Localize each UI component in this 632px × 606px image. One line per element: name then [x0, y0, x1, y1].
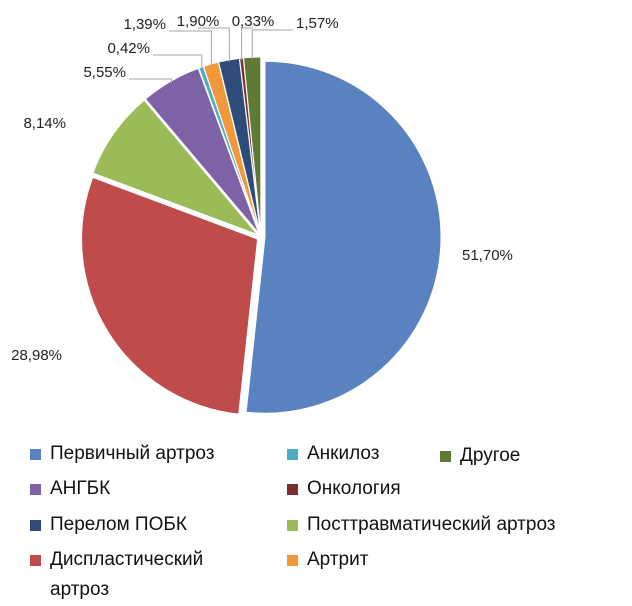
legend-item-posttraumatic-arthrosis: Посттравматический артроз — [287, 510, 556, 540]
pie-slice — [144, 67, 260, 234]
data-label: 1,90% — [177, 13, 220, 30]
legend-label: Посттравматический артроз — [307, 514, 556, 535]
legend-item-ankylosis: Анкилоз — [287, 439, 379, 469]
leader-line — [169, 30, 212, 67]
pie-slices — [81, 56, 442, 415]
legend-label: АНГБК — [50, 478, 111, 499]
legend-swatch — [287, 449, 298, 460]
legend-label: Первичный артроз — [50, 443, 215, 464]
leader-line — [129, 78, 172, 84]
data-label: 51,70% — [462, 247, 513, 264]
legend-label: Перелом ПОБК — [50, 514, 187, 535]
data-label: 0,42% — [107, 40, 150, 57]
leader-lines — [129, 27, 293, 84]
legend-item-dysplastic-arthrosis: Диспластический артроз — [30, 545, 265, 605]
legend-label: Другое — [460, 445, 521, 466]
legend-item-angbk: АНГБК — [30, 474, 110, 504]
legend-swatch — [287, 520, 298, 531]
legend-swatch — [287, 484, 298, 495]
legend-item-oncology: Онкология — [287, 474, 401, 504]
leader-line — [241, 27, 253, 61]
leader-line — [153, 54, 203, 70]
legend-label: Диспластический артроз — [50, 549, 204, 600]
legend-swatch — [287, 555, 298, 566]
leader-line — [251, 29, 293, 60]
data-label: 0,33% — [232, 13, 275, 30]
legend-swatch — [30, 520, 41, 531]
data-label: 8,14% — [23, 115, 66, 132]
legend-swatch — [30, 484, 41, 495]
pie-slice — [92, 99, 260, 236]
legend-label: Анкилоз — [307, 443, 380, 464]
legend-label: Онкология — [307, 478, 401, 499]
pie-slice — [81, 176, 259, 415]
leader-line — [198, 27, 230, 62]
data-labels: 51,70% 28,98% 8,14% 5,55% 0,42% 1,39% 1,90% 0,3… — [11, 13, 513, 364]
legend-item-primary-arthrosis: Первичный артроз — [30, 439, 215, 469]
legend-swatch — [30, 449, 41, 460]
data-label: 1,39% — [123, 16, 166, 33]
data-label: 1,57% — [296, 15, 339, 32]
legend-item-arthritis: Артрит — [287, 545, 368, 575]
legend: Первичный артроз Анкилоз Другое АНГБК Он… — [0, 432, 632, 606]
legend-label: Артрит — [307, 549, 369, 570]
legend-item-other: Другое — [440, 441, 520, 471]
pie-slice — [245, 60, 442, 414]
legend-swatch — [30, 555, 41, 566]
legend-swatch — [440, 451, 451, 462]
pie-chart: 51,70% 28,98% 8,14% 5,55% 0,42% 1,39% 1,90% 0,3… — [11, 13, 513, 415]
data-label: 5,55% — [83, 64, 126, 81]
legend-item-fracture: Перелом ПОБК — [30, 510, 187, 540]
data-label: 28,98% — [11, 347, 62, 364]
